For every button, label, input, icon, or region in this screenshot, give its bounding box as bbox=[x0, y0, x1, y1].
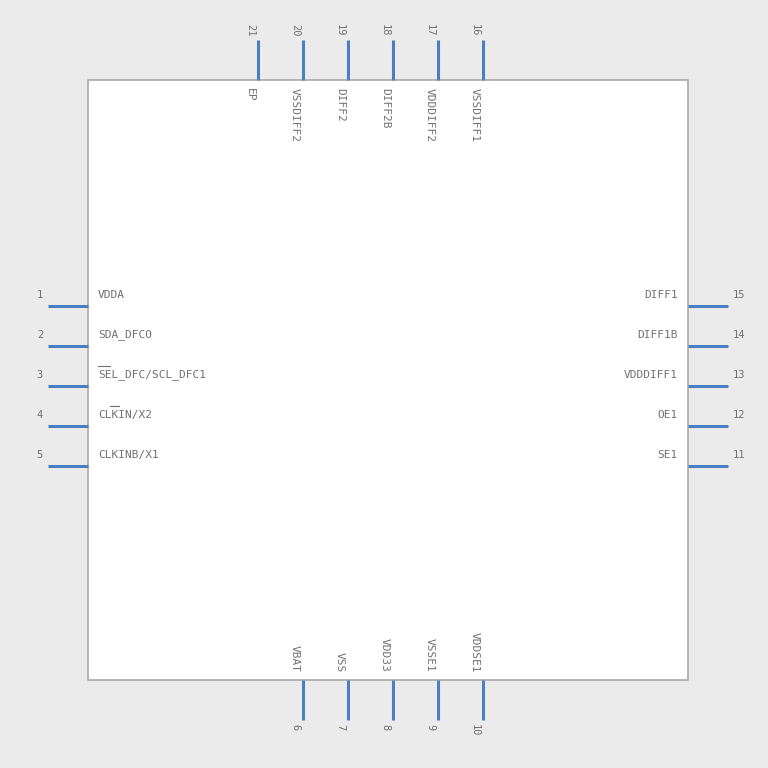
Text: 18: 18 bbox=[380, 24, 390, 36]
Text: 12: 12 bbox=[733, 410, 746, 420]
Text: 3: 3 bbox=[37, 370, 43, 380]
Text: VSS: VSS bbox=[335, 652, 345, 672]
Text: 9: 9 bbox=[425, 724, 435, 730]
Text: 17: 17 bbox=[425, 24, 435, 36]
Text: VDDSE1: VDDSE1 bbox=[470, 631, 480, 672]
Text: 1: 1 bbox=[37, 290, 43, 300]
Text: CLKIN/X2: CLKIN/X2 bbox=[98, 410, 152, 420]
Text: 8: 8 bbox=[380, 724, 390, 730]
Text: 13: 13 bbox=[733, 370, 746, 380]
Text: VDDDIFF1: VDDDIFF1 bbox=[624, 370, 678, 380]
Text: 5: 5 bbox=[37, 450, 43, 460]
Text: CLKINB/X1: CLKINB/X1 bbox=[98, 450, 159, 460]
Text: SE1: SE1 bbox=[657, 450, 678, 460]
Text: VDDA: VDDA bbox=[98, 290, 125, 300]
Bar bbox=[88, 80, 688, 680]
Text: 2: 2 bbox=[37, 330, 43, 340]
Text: 16: 16 bbox=[470, 24, 480, 36]
Text: SDA_DFCO: SDA_DFCO bbox=[98, 329, 152, 340]
Text: DIFF2: DIFF2 bbox=[335, 88, 345, 122]
Text: 4: 4 bbox=[37, 410, 43, 420]
Text: EP: EP bbox=[245, 88, 255, 101]
Text: OE1: OE1 bbox=[657, 410, 678, 420]
Text: 20: 20 bbox=[290, 24, 300, 36]
Text: VSSDIFF2: VSSDIFF2 bbox=[290, 88, 300, 142]
Text: VSSDIFF1: VSSDIFF1 bbox=[470, 88, 480, 142]
Text: 19: 19 bbox=[335, 24, 345, 36]
Text: 6: 6 bbox=[290, 724, 300, 730]
Text: VSSE1: VSSE1 bbox=[425, 638, 435, 672]
Text: DIFF2B: DIFF2B bbox=[380, 88, 390, 128]
Text: 11: 11 bbox=[733, 450, 746, 460]
Text: VDD33: VDD33 bbox=[380, 638, 390, 672]
Text: 14: 14 bbox=[733, 330, 746, 340]
Text: 21: 21 bbox=[245, 24, 255, 36]
Text: VBAT: VBAT bbox=[290, 645, 300, 672]
Text: VDDDIFF2: VDDDIFF2 bbox=[425, 88, 435, 142]
Text: DIFF1B: DIFF1B bbox=[637, 330, 678, 340]
Text: 15: 15 bbox=[733, 290, 746, 300]
Text: SEL_DFC/SCL_DFC1: SEL_DFC/SCL_DFC1 bbox=[98, 369, 206, 380]
Text: 7: 7 bbox=[335, 724, 345, 730]
Text: DIFF1: DIFF1 bbox=[644, 290, 678, 300]
Text: 10: 10 bbox=[470, 724, 480, 737]
